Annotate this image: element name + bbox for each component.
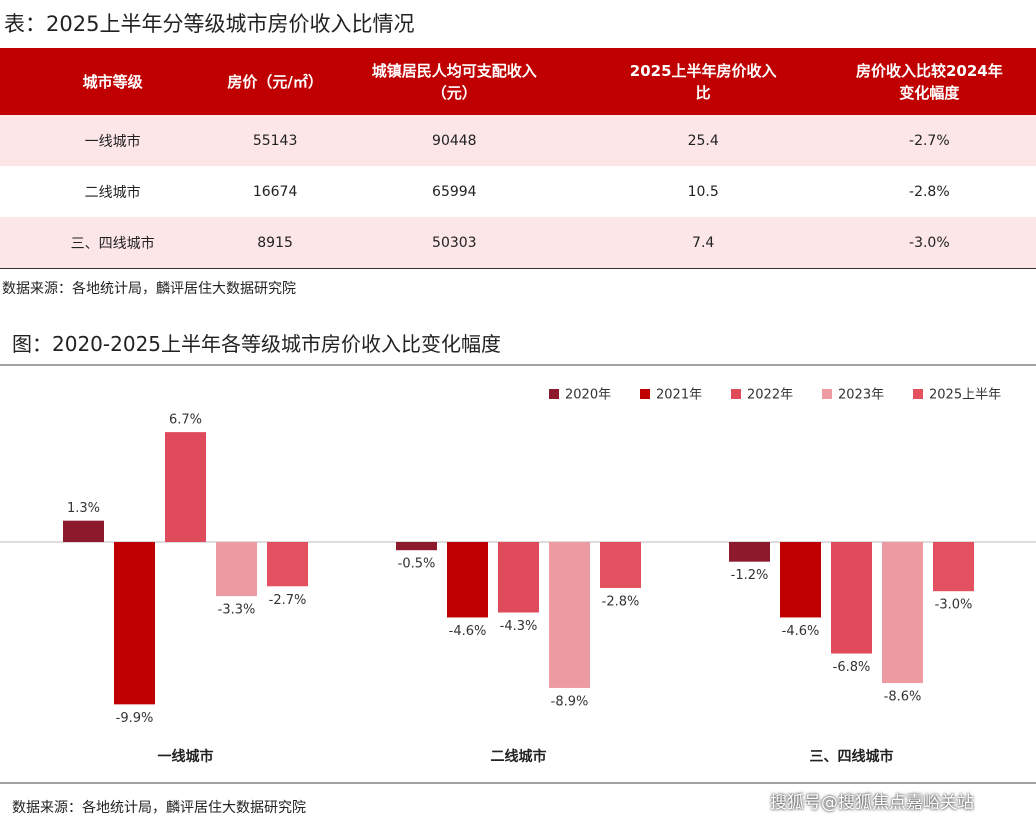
value-label: -4.6% (782, 624, 820, 639)
chart-title: 图：2020-2025上半年各等级城市房价收入比变化幅度 (12, 332, 502, 356)
category-label: 一线城市 (158, 748, 214, 765)
value-label: -4.6% (449, 624, 487, 639)
bar (729, 542, 770, 562)
bar (447, 542, 488, 618)
bar (498, 542, 539, 613)
category-label: 三、四线城市 (810, 748, 894, 765)
table-row: 二线城市 16674 65994 10.5 -2.8% (0, 166, 1036, 217)
bar (933, 542, 974, 592)
table-cell: 二线城市 (84, 184, 141, 201)
table-title: 表：2025上半年分等级城市房价收入比情况 (4, 12, 415, 36)
table-cell: 50303 (324, 217, 584, 269)
bar (267, 542, 308, 587)
category-label: 二线城市 (491, 748, 547, 765)
value-label: -1.2% (731, 568, 769, 583)
header-cell: 2025上半年房价收入比 (583, 48, 823, 115)
value-label: -8.9% (551, 694, 589, 709)
value-label: -4.3% (500, 619, 538, 634)
legend-label: 2021年 (656, 388, 702, 403)
table-cell: 65994 (432, 183, 477, 200)
table-cell: 55143 (225, 115, 325, 166)
value-label: -8.6% (884, 690, 922, 705)
bar (216, 542, 257, 597)
data-table: 城市等级 房价（元/㎡） 城镇居民人均可支配收入（元） 2025上半年房价收入比 房价收… (0, 48, 1036, 269)
legend-label: 2023年 (838, 388, 884, 403)
legend-label: 2022年 (747, 388, 793, 403)
value-label: -9.9% (116, 711, 154, 726)
table-cell: -3.0% (822, 217, 1036, 269)
table-cell: 一线城市 (0, 115, 226, 166)
value-label: 6.7% (169, 413, 202, 428)
legend-swatch (822, 389, 832, 399)
table-cell: -2.8% (909, 183, 950, 200)
value-label: -3.0% (935, 598, 973, 613)
header-cell: 房价（元/㎡） (225, 48, 325, 115)
table-cell: 10.5 (687, 183, 719, 200)
bar (600, 542, 641, 588)
header-cell: 城镇居民人均可支配收入（元） (324, 48, 584, 115)
value-label: 1.3% (67, 501, 100, 516)
value-label: -2.7% (269, 593, 307, 608)
value-label: -3.3% (218, 603, 256, 618)
value-label: -2.8% (602, 594, 640, 609)
legend-swatch (731, 389, 741, 399)
table-cell: 16674 (252, 183, 298, 200)
table-cell: 90448 (324, 115, 584, 166)
bar (114, 542, 155, 705)
table-row: 三、四线城市 8915 50303 7.4 -3.0% (0, 217, 1036, 269)
bar (780, 542, 821, 618)
bar (396, 542, 437, 551)
legend-swatch (549, 389, 559, 399)
table-source: 数据来源：各地统计局，麟评居住大数据研究院 (2, 281, 296, 297)
bar (63, 520, 104, 542)
table-cell: 8915 (225, 217, 325, 269)
bar (165, 432, 206, 542)
header-cell: 城市等级 (0, 48, 226, 115)
bar (831, 542, 872, 654)
legend-label: 2020年 (565, 388, 611, 403)
table-cell: -2.7% (822, 115, 1036, 166)
table-cell: 三、四线城市 (0, 217, 226, 269)
chart-source: 数据来源：各地统计局，麟评居住大数据研究院 (12, 800, 306, 816)
watermark: 搜狐号@搜狐焦点嘉峪关站 (770, 793, 974, 813)
legend-label: 2025上半年 (929, 388, 1001, 403)
bar (549, 542, 590, 688)
legend-swatch (640, 389, 650, 399)
header-cell: 房价收入比较2024年变化幅度 (822, 48, 1036, 115)
bar (882, 542, 923, 684)
table-cell: 25.4 (583, 115, 823, 166)
legend-swatch (913, 389, 923, 399)
table-row: 一线城市 55143 90448 25.4 -2.7% (0, 115, 1036, 166)
table-cell: 7.4 (583, 217, 823, 269)
value-label: -0.5% (398, 557, 436, 572)
value-label: -6.8% (833, 660, 871, 675)
